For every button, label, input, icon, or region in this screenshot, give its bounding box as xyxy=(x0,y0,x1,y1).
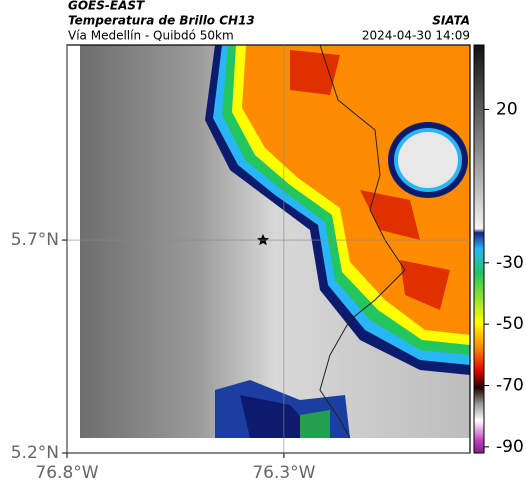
satellite-image xyxy=(80,45,470,438)
y-tick-label: 5.7°N xyxy=(11,230,59,250)
region: Vía Medellín - Quibdó 50km xyxy=(68,29,234,43)
x-tick-label: 76.3°W xyxy=(252,463,315,483)
satellite: GOES-EAST xyxy=(68,0,145,13)
colorbar-tick-label: 20 xyxy=(496,99,518,119)
y-tick-label: 5.2°N xyxy=(11,443,59,463)
colorbar-tick-label: -50 xyxy=(496,314,524,334)
location-marker xyxy=(257,234,269,246)
colorbar-tick-label: -90 xyxy=(496,437,524,457)
x-tick-label: 76.8°W xyxy=(35,463,98,483)
source: SIATA xyxy=(432,14,470,28)
colorbar-tick-label: -30 xyxy=(496,253,524,273)
colorbar-tick-label: -70 xyxy=(496,376,524,396)
datetime: 2024-04-30 14:09 xyxy=(362,29,470,43)
colorbar xyxy=(473,44,485,454)
product: Temperatura de Brillo CH13 xyxy=(68,14,255,28)
